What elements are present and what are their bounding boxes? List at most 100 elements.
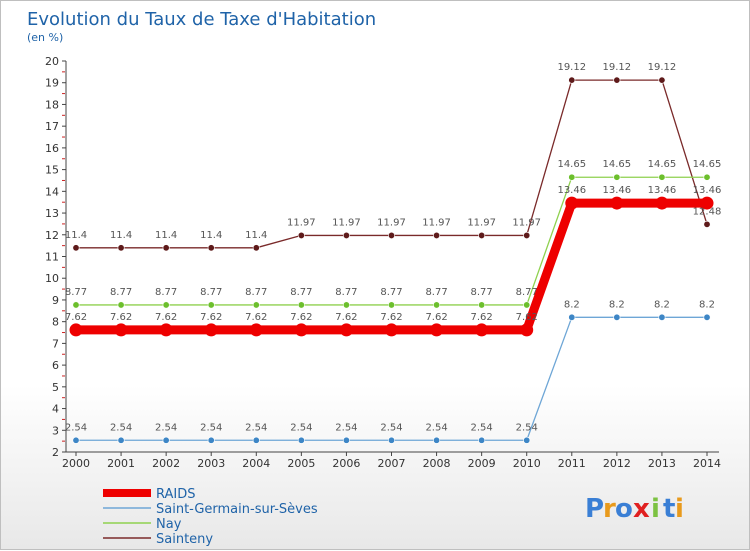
y-tick-label: 3 [52,424,59,437]
data-point [523,436,531,444]
legend-label: Sainteny [156,532,213,547]
data-label: 7.62 [200,312,222,323]
data-point [339,323,353,337]
data-label: 19.12 [603,62,632,73]
data-label: 2.54 [155,422,177,433]
data-label: 11.97 [512,217,541,228]
data-point [72,436,80,444]
data-point [69,323,83,337]
data-point [387,436,395,444]
data-label: 8.77 [110,287,132,298]
data-label: 8.77 [290,287,312,298]
y-tick-label: 4 [52,403,59,416]
y-tick-label: 17 [45,120,59,133]
data-point [117,244,125,252]
data-point [703,220,711,228]
data-point [613,173,621,181]
data-point [703,173,711,181]
data-point [655,196,669,210]
data-point [658,173,666,181]
data-point [387,231,395,239]
data-label: 7.62 [335,312,357,323]
data-label: 8.77 [65,287,87,298]
data-label: 14.65 [693,159,722,170]
x-tick-label: 2003 [197,457,225,470]
data-label: 14.65 [648,159,677,170]
data-label: 8.77 [516,287,538,298]
data-label: 8.77 [471,287,493,298]
data-label: 8.2 [609,299,625,310]
data-label: 2.54 [380,422,402,433]
series-sainteny: 11.4 11.4 11.4 11.4 11.4 11.97 11.97 11.97 11.97… [65,62,721,252]
x-tick-label: 2013 [648,457,676,470]
logo-letter: i [651,494,660,524]
data-label: 8.77 [335,287,357,298]
data-point [523,301,531,309]
data-label: 11.97 [467,217,496,228]
data-label: 8.2 [564,299,580,310]
y-tick-label: 19 [45,77,59,90]
data-point [207,244,215,252]
data-point [565,196,579,210]
data-point [478,231,486,239]
data-point [249,323,263,337]
data-label: 2.54 [245,422,267,433]
x-tick-label: 2001 [107,457,135,470]
data-label: 8.77 [155,287,177,298]
data-point [433,231,441,239]
legend-label: Saint-Germain-sur-Sèves [156,502,318,517]
series-nay: 8.77 8.77 8.77 8.77 8.77 8.77 8.77 8.77 8.77 8.77… [65,159,722,309]
data-label: 11.4 [200,230,222,241]
y-tick-label: 11 [45,251,59,264]
data-point [162,301,170,309]
data-label: 7.62 [290,312,312,323]
data-point [72,301,80,309]
data-label: 2.54 [335,422,357,433]
data-label: 8.77 [200,287,222,298]
data-point [297,231,305,239]
data-point [610,196,624,210]
data-point [207,436,215,444]
y-tick-label: 2 [52,446,59,459]
data-label: 13.46 [603,185,632,196]
y-tick-label: 18 [45,98,59,111]
data-label: 2.54 [425,422,447,433]
x-tick-label: 2007 [378,457,406,470]
x-tick-label: 2011 [558,457,586,470]
axes: 2 3 4 5 6 7 8 9 10 11 12 13 14 15 16 17 18 19 20 2000 2001 20… [45,55,721,470]
x-tick-label: 2012 [603,457,631,470]
data-label: 13.46 [557,185,586,196]
data-point [700,196,714,210]
data-point [703,313,711,321]
proxiti-logo: Pr o x i t i [585,494,684,524]
x-tick-label: 2009 [468,457,496,470]
data-label: 8.2 [699,299,715,310]
data-label: 2.54 [110,422,132,433]
data-label: 7.62 [471,312,493,323]
y-tick-label: 16 [45,142,59,155]
data-label: 7.62 [516,312,538,323]
x-tick-label: 2002 [152,457,180,470]
data-point [568,173,576,181]
data-label: 13.46 [693,185,722,196]
x-tick-label: 2008 [423,457,451,470]
y-tick-label: 6 [52,359,59,372]
data-label: 11.97 [287,217,316,228]
chart-title: Evolution du Taux de Taxe d'Habitation [27,9,376,30]
data-label: 7.62 [380,312,402,323]
y-tick-label: 20 [45,55,59,68]
data-point [385,323,398,337]
x-tick-label: 2014 [693,457,721,470]
y-tick-label: 15 [45,164,59,177]
data-point [387,301,395,309]
data-label: 7.62 [110,312,132,323]
data-point [568,76,576,84]
x-tick-label: 2006 [332,457,360,470]
series-layer: 11.4 11.4 11.4 11.4 11.4 11.97 11.97 11.97 11.97… [65,62,722,444]
logo-letter: i [675,494,684,524]
data-label: 8.2 [654,299,670,310]
data-label: 11.4 [245,230,267,241]
y-tick-label: 14 [45,185,59,198]
data-point [433,301,441,309]
